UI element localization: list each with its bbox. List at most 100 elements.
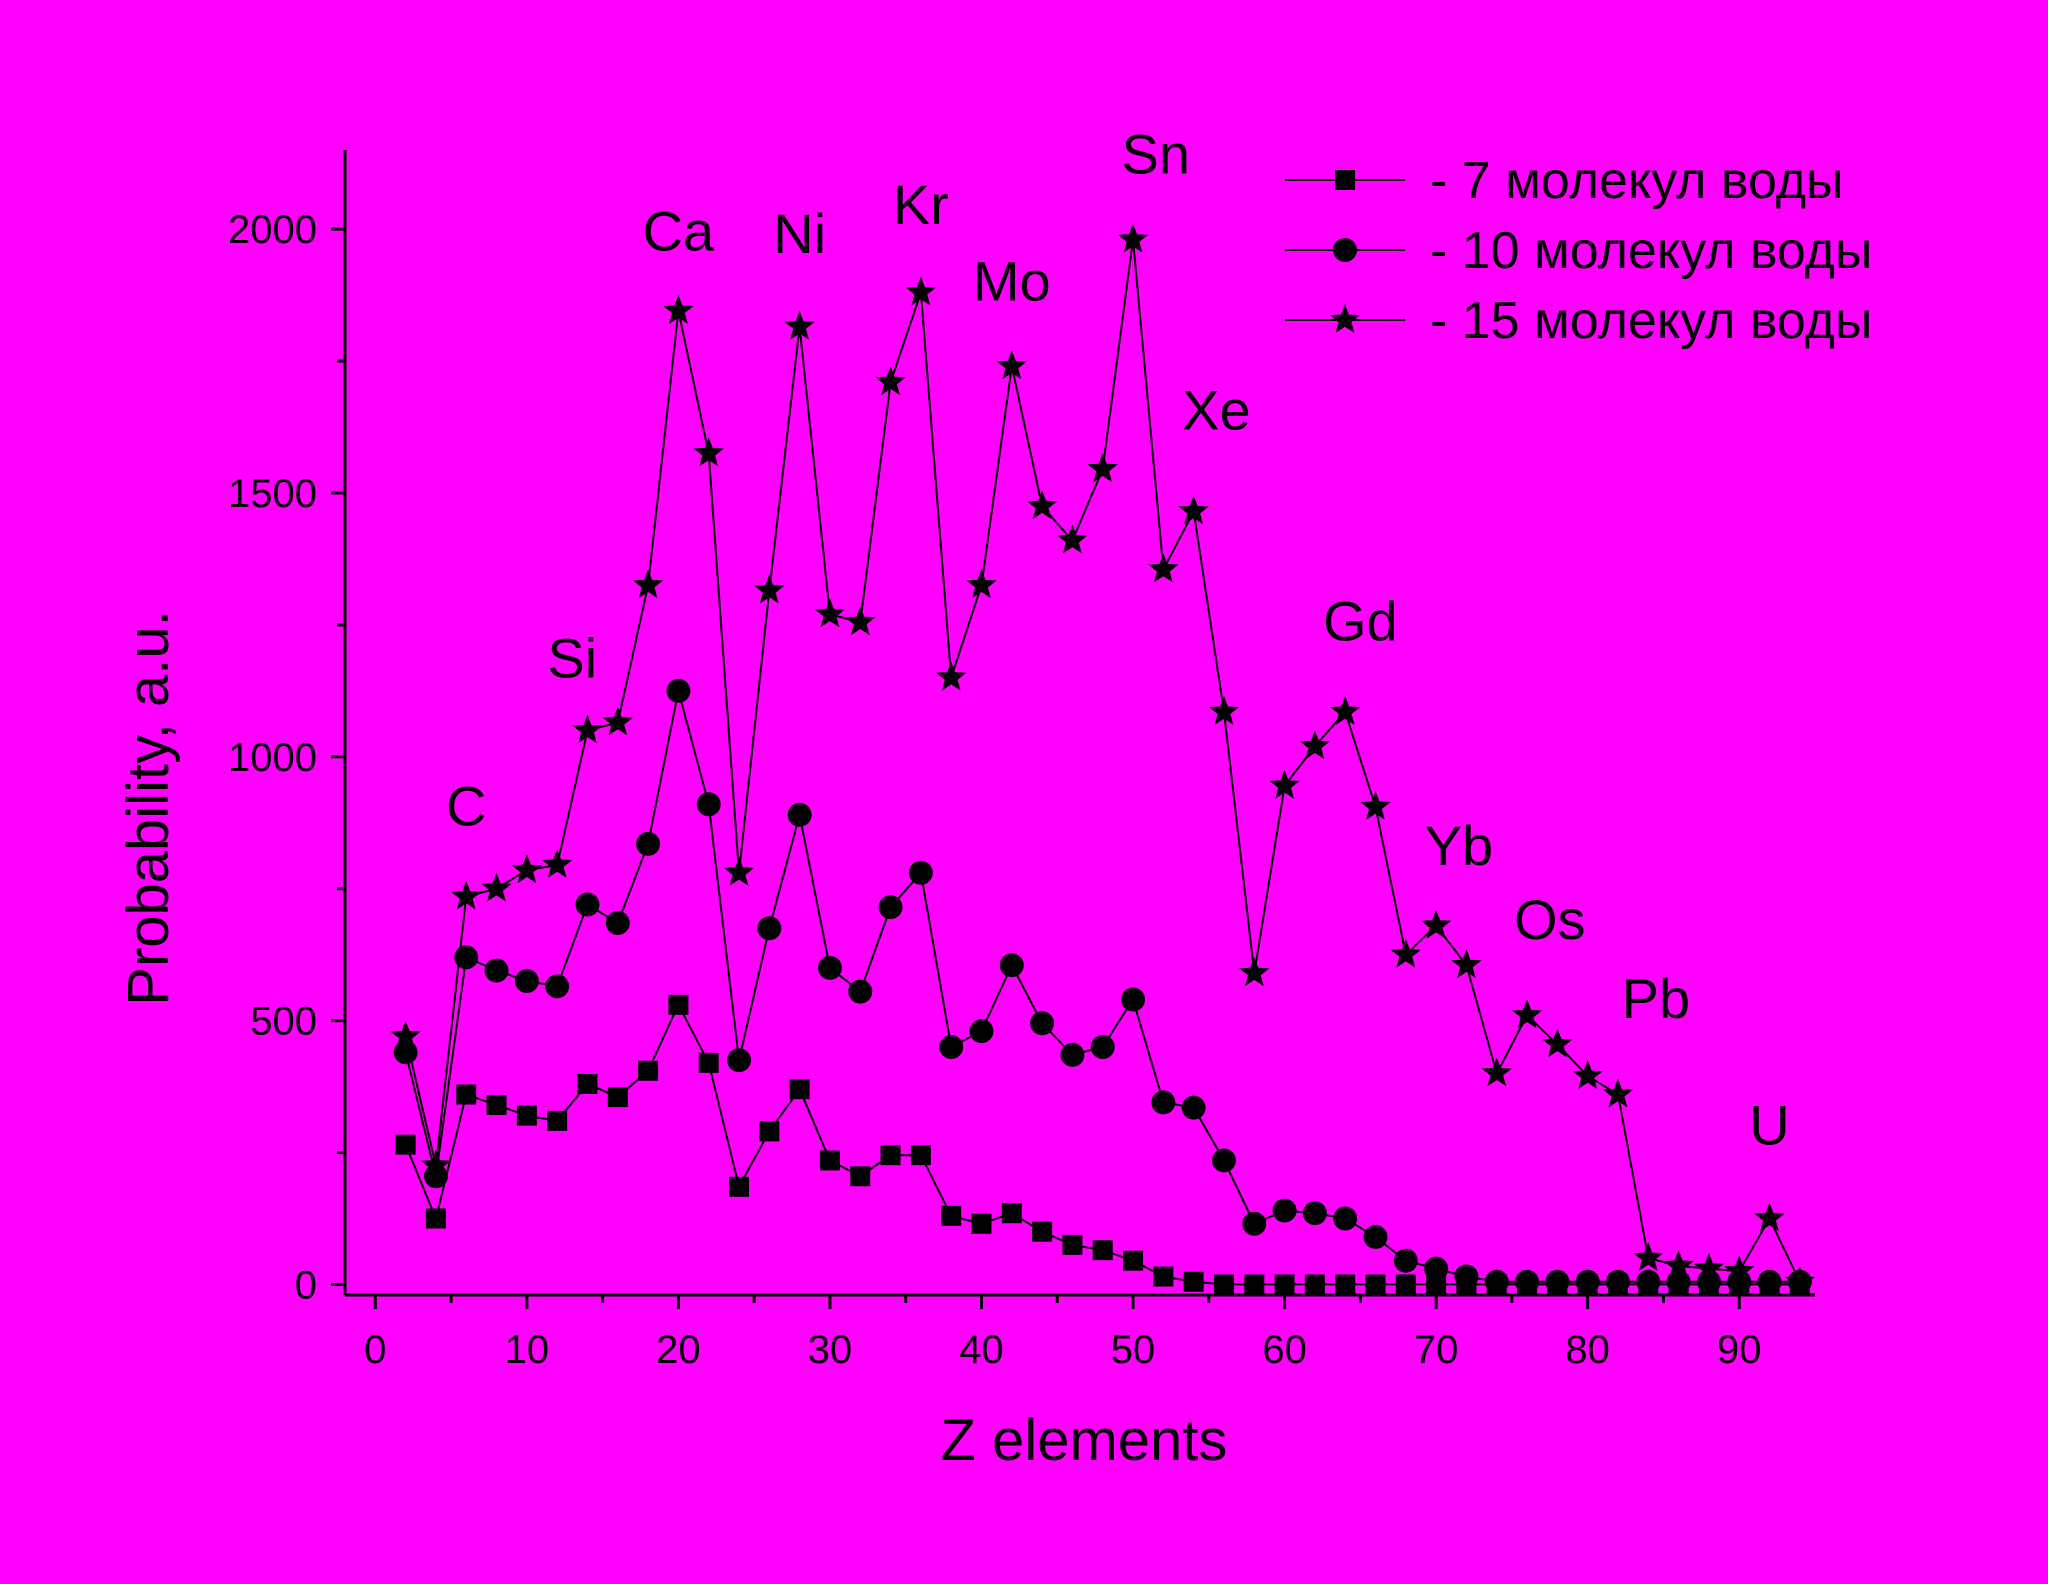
data-point [1057, 524, 1088, 554]
data-point [393, 1040, 418, 1065]
y-tick-label: 2000 [228, 208, 317, 252]
x-tick-label: 30 [808, 1328, 853, 1372]
element-label: Gd [1323, 590, 1398, 653]
legend-entry: - 7 молекул воды [1285, 152, 1843, 210]
legend-label: - 10 молекул воды [1430, 222, 1872, 280]
element-label: Pb [1622, 967, 1691, 1030]
element-label: C [446, 774, 486, 837]
data-point [1784, 1265, 1816, 1295]
data-point [814, 598, 846, 628]
data-point [1178, 495, 1209, 525]
data-point [784, 310, 815, 340]
data-point [999, 953, 1024, 978]
data-point [638, 1060, 659, 1081]
legend: - 7 молекул воды - 10 молекул воды - 15 мо… [1285, 152, 1872, 350]
data-point [905, 276, 937, 306]
axes [343, 150, 1815, 1297]
x-axis-title: Z elements [941, 1408, 1228, 1473]
data-point [486, 1095, 507, 1116]
data-point [1272, 1198, 1297, 1223]
legend-marker [1335, 170, 1355, 190]
annotations: C Si Ca Ni Kr Mo Sn Xe Gd Yb Os Pb U [446, 123, 1790, 1157]
data-point [1365, 1274, 1386, 1295]
legend-label: - 7 молекул воды [1430, 152, 1843, 210]
element-label: Sn [1122, 123, 1191, 186]
data-point [1633, 1242, 1664, 1271]
data-point [1239, 957, 1270, 987]
data-point [693, 437, 724, 467]
legend-entry: - 10 молекул воды [1285, 222, 1872, 280]
ticks: 0 10 20 30 40 50 60 70 80 90 0 500 1000 1500 2000 [228, 208, 1761, 1372]
data-point [1335, 1274, 1356, 1295]
legend-marker [1329, 304, 1361, 333]
data-point [969, 1019, 994, 1044]
element-label: Ca [643, 199, 715, 262]
data-point [1636, 1269, 1661, 1294]
data-point [1090, 1035, 1115, 1060]
data-point [572, 714, 603, 744]
data-point [1274, 1274, 1295, 1295]
y-tick-label: 1500 [228, 472, 317, 516]
data-point [757, 916, 782, 941]
data-point [1242, 1211, 1267, 1236]
x-tick-label: 20 [656, 1328, 701, 1372]
data-point [966, 569, 997, 599]
data-point [390, 1020, 421, 1050]
data-point [1542, 1028, 1573, 1058]
data-point [481, 872, 512, 902]
data-point [787, 802, 812, 827]
data-point [910, 1145, 931, 1166]
data-point [575, 892, 600, 917]
data-point [1153, 1266, 1174, 1287]
data-point [1330, 695, 1361, 725]
data-point [936, 661, 967, 691]
data-point [1213, 1274, 1234, 1295]
data-point [819, 1150, 840, 1171]
element-label: U [1749, 1094, 1789, 1157]
data-point [1666, 1269, 1691, 1294]
data-point [1454, 1264, 1479, 1289]
data-point [696, 792, 721, 817]
series-layer [390, 223, 1816, 1295]
x-tick-label: 0 [364, 1328, 386, 1372]
x-tick-label: 50 [1111, 1328, 1156, 1372]
data-point [632, 569, 664, 599]
element-label: Os [1514, 888, 1586, 951]
x-tick-label: 10 [505, 1328, 550, 1372]
data-point [1117, 223, 1149, 253]
data-point [878, 895, 903, 920]
legend-marker [1333, 238, 1357, 262]
data-point [545, 974, 570, 999]
data-point [451, 880, 482, 910]
series-circle [393, 678, 1812, 1294]
data-point [1269, 769, 1300, 799]
data-point [845, 606, 876, 636]
data-point [456, 1084, 477, 1105]
data-point [484, 958, 509, 983]
x-tick-label: 70 [1414, 1328, 1459, 1372]
data-point [511, 854, 543, 884]
data-point [1393, 1248, 1418, 1273]
data-point [607, 1087, 628, 1108]
data-point [1757, 1269, 1782, 1294]
data-point [395, 1134, 416, 1155]
element-label: Yb [1425, 814, 1494, 877]
element-label: Si [547, 627, 597, 690]
data-point [1390, 938, 1421, 968]
data-point [1062, 1234, 1083, 1255]
data-point [1451, 949, 1482, 979]
data-point [850, 1166, 871, 1187]
data-point [1724, 1255, 1755, 1285]
data-point [1244, 1274, 1265, 1295]
x-tick-label: 90 [1717, 1328, 1762, 1372]
legend-entry: - 15 молекул воды [1285, 292, 1872, 350]
data-point [729, 1176, 750, 1197]
data-point [1481, 1057, 1512, 1087]
y-tick-label: 1000 [228, 736, 317, 780]
data-point [1208, 695, 1240, 725]
data-point [1151, 1090, 1176, 1115]
data-point [848, 979, 873, 1004]
x-tick-label: 60 [1262, 1328, 1307, 1372]
